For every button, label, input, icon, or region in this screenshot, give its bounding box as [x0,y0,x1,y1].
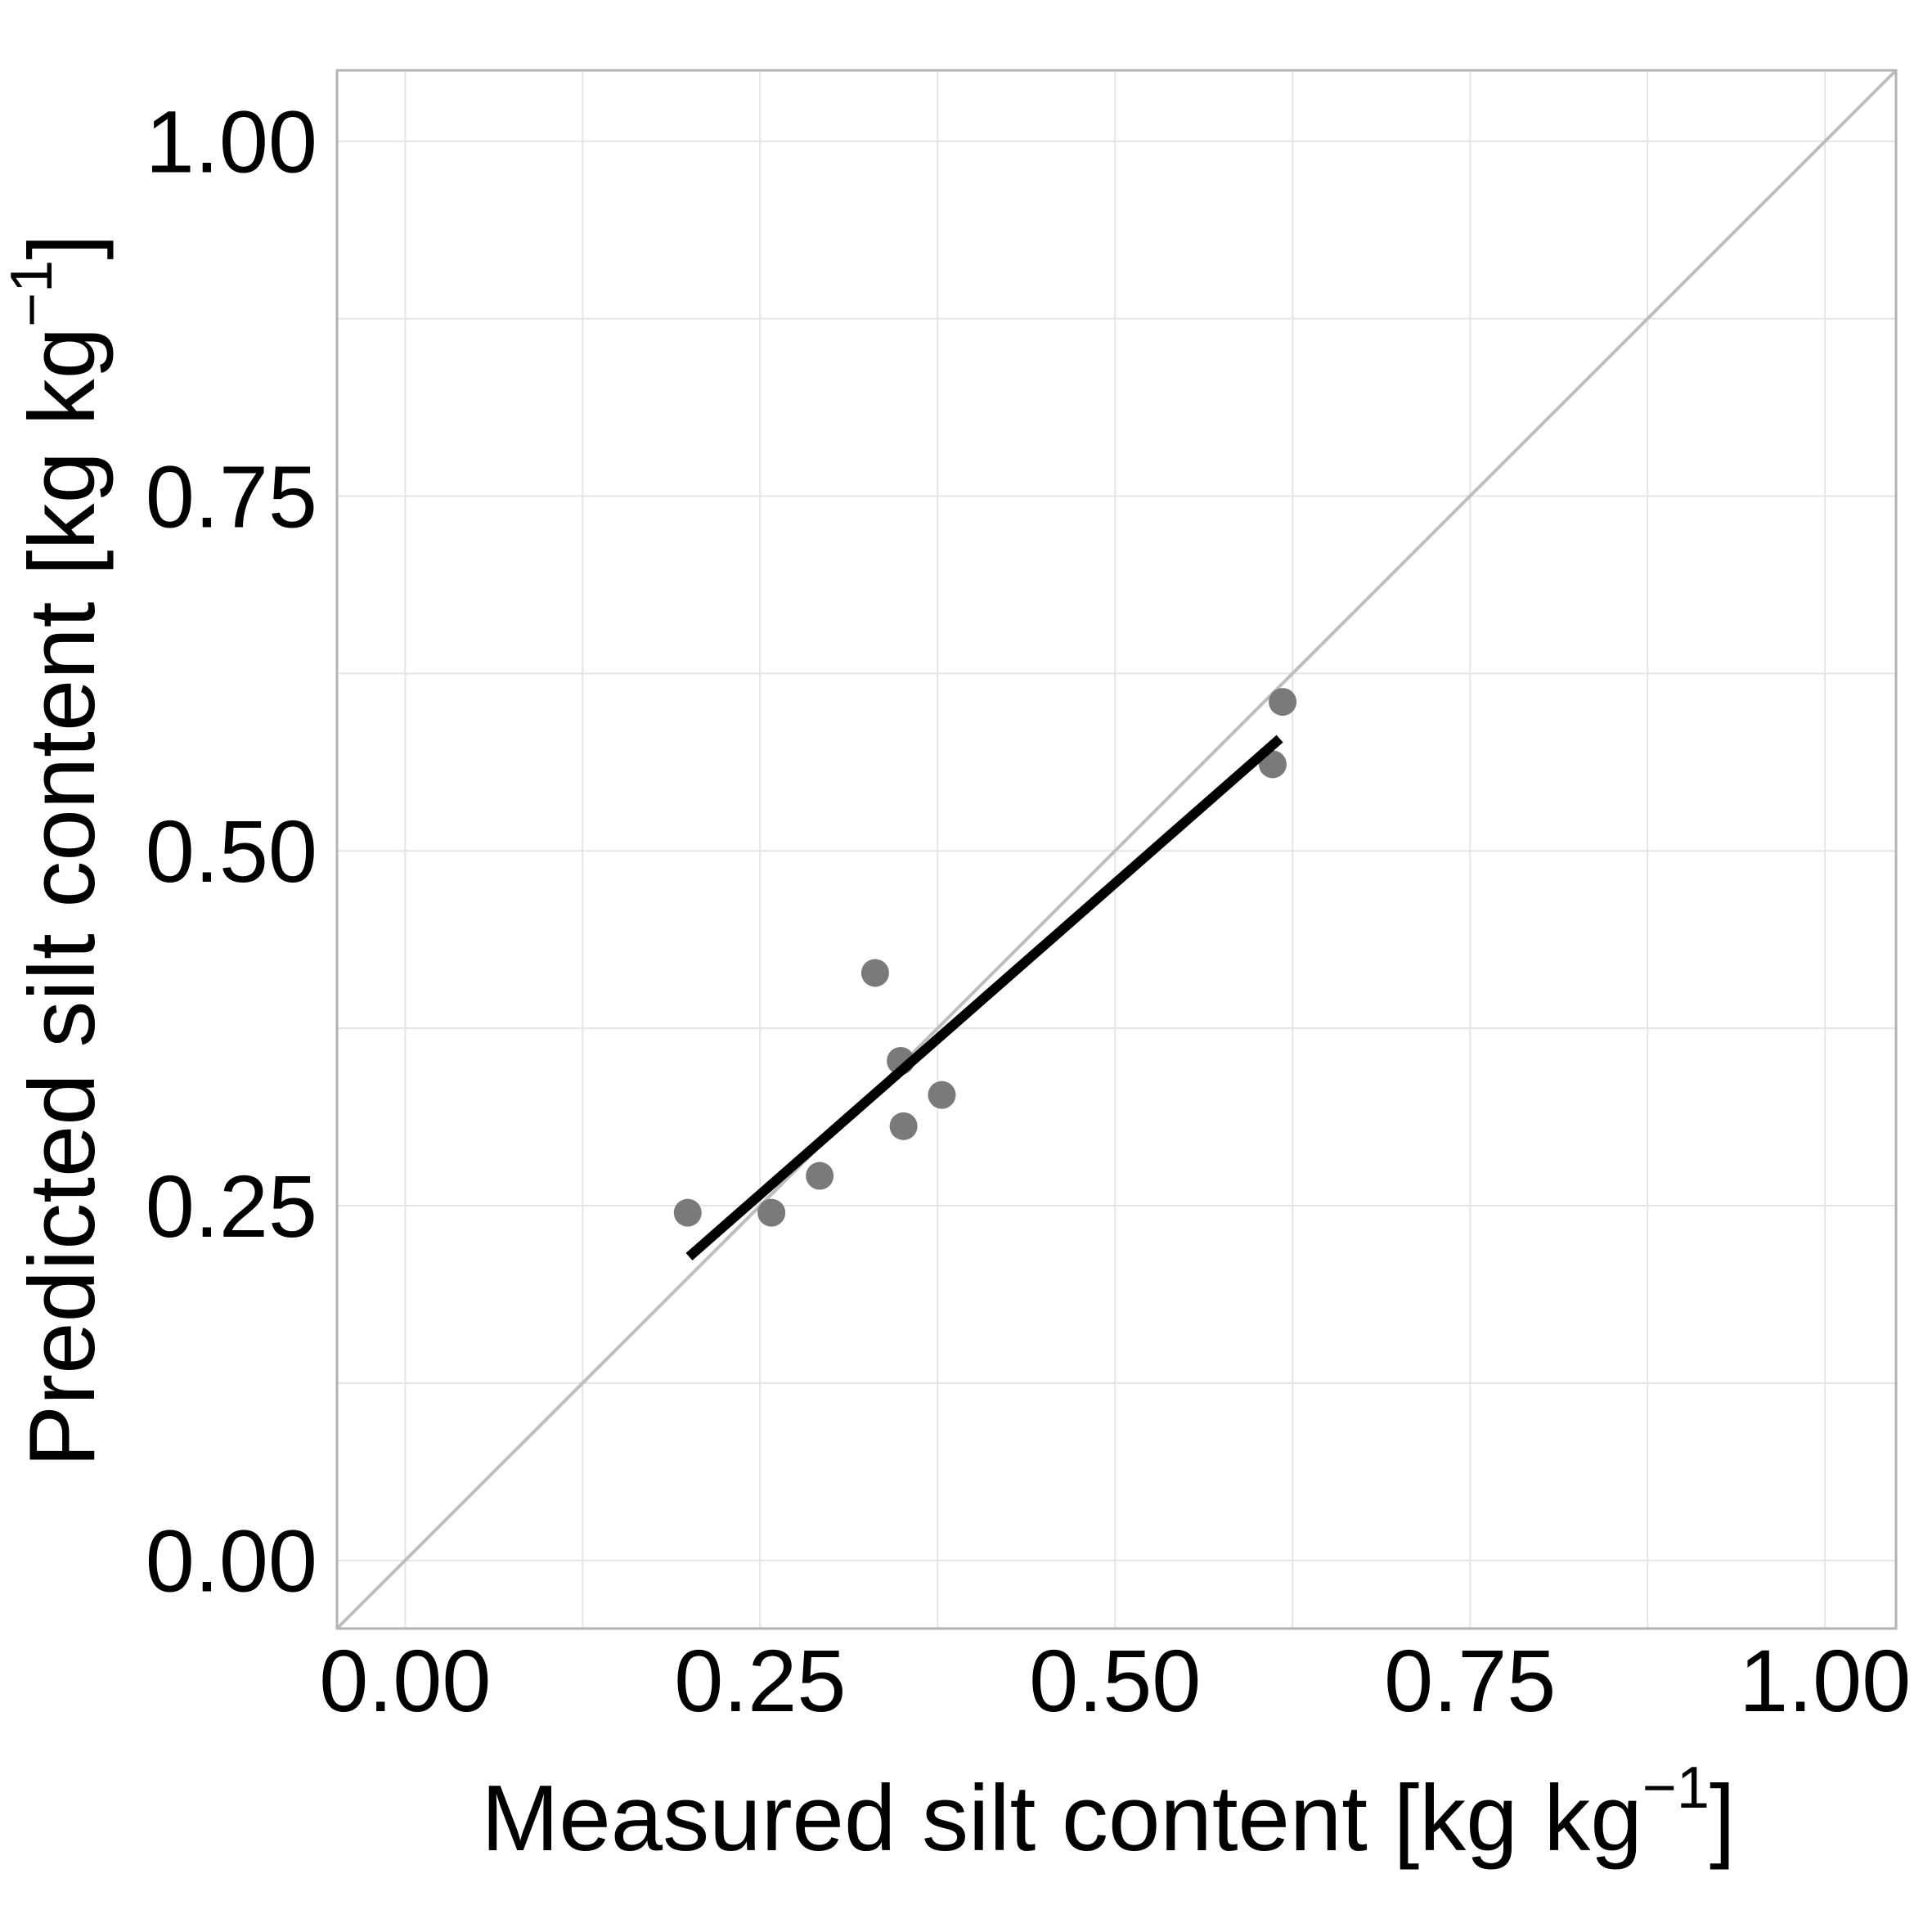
identity-line [335,69,1898,1630]
grid-lines [337,70,1896,1629]
regression-line-group [685,735,1283,1260]
y-tick-label: 0.75 [146,447,317,546]
y-axis-title: Predicted silt content [kg kg−1] [0,234,115,1467]
data-point [928,1081,956,1109]
y-tick-label: 1.00 [146,92,317,191]
plot-panel-border [335,69,1898,1630]
data-point [806,1161,834,1190]
y-tick-label: 0.50 [146,802,317,901]
data-points [673,688,1297,1227]
data-point [673,1198,702,1227]
y-axis-tick-labels: 0.00 0.25 0.50 0.75 1.00 [146,92,317,1611]
x-tick-label: 0.75 [1384,1631,1556,1730]
x-axis-title: Measured silt content [kg kg−1] [481,1755,1735,1871]
data-point [757,1198,786,1227]
data-point [889,1112,918,1140]
regression-line [685,735,1283,1260]
y-tick-label: 0.25 [146,1157,317,1256]
y-tick-label: 0.00 [146,1512,317,1611]
x-tick-label: 1.00 [1739,1631,1911,1730]
x-axis-tick-labels: 0.00 0.25 0.50 0.75 1.00 [319,1631,1911,1730]
x-tick-label: 0.00 [319,1631,491,1730]
data-point [1269,688,1297,717]
data-point [860,959,889,987]
x-tick-label: 0.50 [1029,1631,1201,1730]
identity-line-group [335,69,1898,1630]
x-tick-label: 0.25 [674,1631,846,1730]
